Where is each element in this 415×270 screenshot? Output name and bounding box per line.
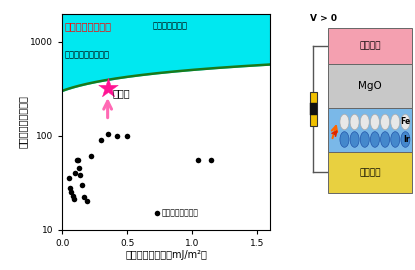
Circle shape [360,132,369,147]
Point [88,154,94,158]
Point [195,158,202,162]
Point [76,166,83,170]
Circle shape [350,132,359,147]
Point [68,190,75,194]
Point [81,195,88,200]
Circle shape [340,114,349,130]
Point [78,183,85,187]
Point [98,138,105,142]
Point [77,173,84,177]
Circle shape [350,114,359,130]
Text: 本研究: 本研究 [113,88,130,99]
Circle shape [381,132,390,147]
Bar [327,152,412,193]
Text: 実用化ターゲット: 実用化ターゲット [65,22,112,32]
Y-axis label: 電圧スピン制御効率: 電圧スピン制御効率 [17,95,27,148]
Text: これまでの報告値: これまでの報告値 [162,208,199,217]
Bar [327,64,412,108]
Circle shape [381,114,390,130]
Bar [327,108,412,152]
Point [104,131,111,136]
X-axis label: 垂直磁気異方性（mJ/m²）: 垂直磁気異方性（mJ/m²） [125,250,207,260]
Point [208,158,215,162]
Point [104,86,111,90]
Text: キャッシュメモリー: キャッシュメモリー [65,50,110,59]
Point [75,158,81,162]
Circle shape [401,132,410,147]
Point [124,133,130,138]
Text: Fe: Fe [400,117,410,127]
Circle shape [340,132,349,147]
Bar [310,103,317,115]
Point [73,158,80,162]
Point [67,185,73,190]
Circle shape [391,132,400,147]
Point [83,199,90,203]
Bar [327,28,412,64]
Bar [310,92,317,126]
Circle shape [371,132,379,147]
Point [69,193,76,198]
Point [154,211,160,215]
Text: MgO: MgO [358,81,382,91]
Text: メインメモリー: メインメモリー [153,21,188,30]
Point [66,176,72,181]
Circle shape [371,114,379,130]
Point [71,197,77,201]
Circle shape [391,114,400,130]
Text: 上部電極: 上部電極 [359,42,381,50]
Circle shape [360,114,369,130]
Text: V > 0: V > 0 [310,14,337,23]
Point [72,171,78,175]
Circle shape [401,114,410,130]
Point [113,133,120,138]
Text: Ir: Ir [403,135,410,144]
Text: 下部電極: 下部電極 [359,168,381,177]
